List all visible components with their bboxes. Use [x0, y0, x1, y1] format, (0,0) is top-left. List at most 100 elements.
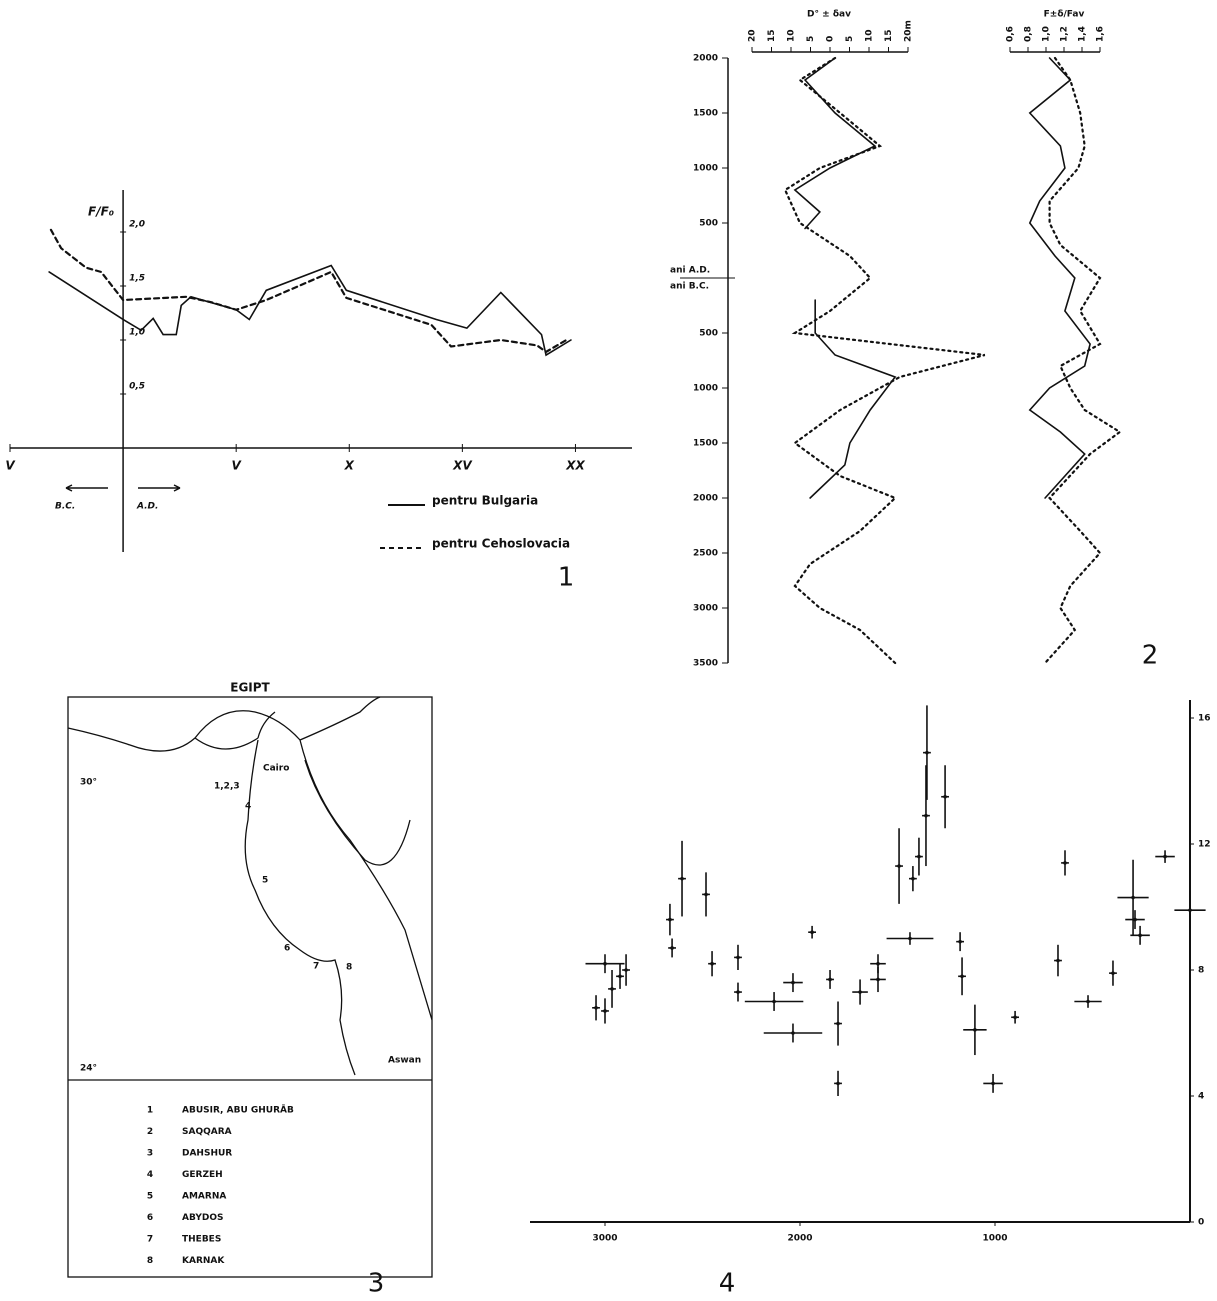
point: [911, 876, 915, 881]
series-line: [1028, 57, 1091, 499]
point: [908, 936, 912, 941]
x-tick-label: 0,6: [1006, 26, 1016, 42]
point: [810, 930, 814, 934]
point: [618, 974, 622, 979]
point: [624, 968, 628, 972]
point: [1131, 895, 1135, 900]
y-tick-label: 0: [1198, 1218, 1204, 1228]
y-tick-label: 8: [1198, 966, 1204, 976]
site-marker: 7: [313, 962, 319, 972]
place-label: Aswan: [388, 1056, 421, 1066]
point: [1056, 958, 1060, 963]
legend-name: THEBES: [182, 1235, 221, 1245]
annotation: A.D.: [136, 502, 158, 512]
y-tick-label: 2,0: [129, 220, 145, 230]
y-tick-label: 2500: [693, 549, 718, 559]
point: [991, 1081, 995, 1086]
bc-ad-arrows: [65, 484, 181, 492]
point: [925, 750, 929, 755]
legend-number: 2: [147, 1127, 153, 1137]
y-tick-label: 1,5: [129, 274, 145, 284]
x-tick-label: X: [344, 459, 355, 473]
x-tick-label: 20m: [904, 20, 914, 42]
legend-name: AMARNA: [182, 1192, 226, 1202]
point: [670, 946, 674, 950]
y-tick-label: 2000: [693, 494, 718, 504]
point: [917, 854, 921, 859]
site-marker: 8: [346, 963, 352, 973]
y-tick-label: 2000: [693, 54, 718, 64]
legend-name: ABUSIR, ABU GHURĀB: [182, 1105, 294, 1116]
x-tick-label: 5: [845, 36, 855, 42]
x-tick-label: 1,2: [1060, 26, 1070, 42]
point: [876, 977, 880, 982]
point: [680, 876, 684, 881]
point: [960, 974, 964, 979]
nile: [244, 739, 356, 1076]
legend-label: pentru Cehoslovacia: [432, 537, 570, 551]
panel-label: 4: [719, 1269, 736, 1299]
y-tick-label: 12: [1198, 840, 1211, 850]
series-line: [1044, 56, 1122, 665]
y-tick-label: 1500: [693, 109, 718, 119]
x-tick-label: 1,4: [1078, 26, 1088, 42]
x-tick-label: XX: [565, 459, 585, 473]
point: [791, 980, 795, 985]
y-tick-label: 16: [1198, 714, 1211, 724]
point: [958, 939, 962, 944]
point: [1013, 1015, 1017, 1020]
legend-label: pentru Bulgaria: [432, 494, 538, 508]
x-tick-label: 3000: [592, 1234, 617, 1244]
point: [704, 892, 708, 897]
point: [1163, 854, 1167, 859]
x-tick-label: 10: [865, 29, 875, 42]
egypt-map: [67, 696, 433, 1278]
point: [1063, 861, 1067, 865]
x-tick-label: 5: [806, 36, 816, 42]
x-tick-label: 20: [748, 29, 758, 42]
y-tick-label: 1000: [693, 164, 718, 174]
point: [876, 961, 880, 966]
point: [736, 955, 740, 960]
series-line: [48, 264, 572, 357]
x-tick-label: 15: [884, 29, 894, 42]
y-axis-label: F/F₀: [88, 205, 115, 219]
site-marker: 6: [284, 944, 290, 954]
legend-number: 5: [147, 1192, 153, 1202]
axis-title: D° ± δav: [807, 10, 851, 20]
x-tick-label: V: [232, 459, 243, 473]
x-tick-label: 1,0: [1042, 26, 1052, 42]
site-marker: 4: [245, 802, 251, 812]
y-tick-label: 500: [699, 219, 718, 229]
point: [836, 1081, 840, 1086]
point: [1111, 971, 1115, 975]
coastline: [67, 696, 381, 752]
x-tick-label: 10: [787, 29, 797, 42]
latitude-label: 30°: [80, 778, 97, 788]
axis-title: F±δ/Fav: [1044, 10, 1085, 20]
map-frame: [67, 696, 433, 1278]
point: [828, 977, 832, 982]
y-tick-label: 1500: [693, 439, 718, 449]
latitude-label: 24°: [80, 1064, 97, 1074]
point: [603, 1009, 607, 1013]
legend-number: 6: [147, 1213, 153, 1223]
y-tick-label: 1,0: [129, 328, 145, 338]
point: [858, 990, 862, 994]
gulf-coast: [304, 759, 411, 866]
x-tick-label: 0,8: [1024, 26, 1034, 42]
y-tick-label: 4: [1198, 1092, 1204, 1102]
point: [594, 1006, 598, 1010]
place-label: Cairo: [263, 764, 289, 774]
y-tick-label: 0,5: [129, 382, 145, 392]
legend-number: 3: [147, 1149, 153, 1159]
x-tick-label: 2000: [787, 1234, 812, 1244]
delta: [194, 711, 276, 750]
point: [924, 813, 928, 818]
annotation: ani B.C.: [670, 282, 709, 292]
panel-label: 3: [368, 1269, 385, 1299]
map-title: EGIPT: [230, 681, 270, 695]
y-tick-label: 3000: [693, 604, 718, 614]
